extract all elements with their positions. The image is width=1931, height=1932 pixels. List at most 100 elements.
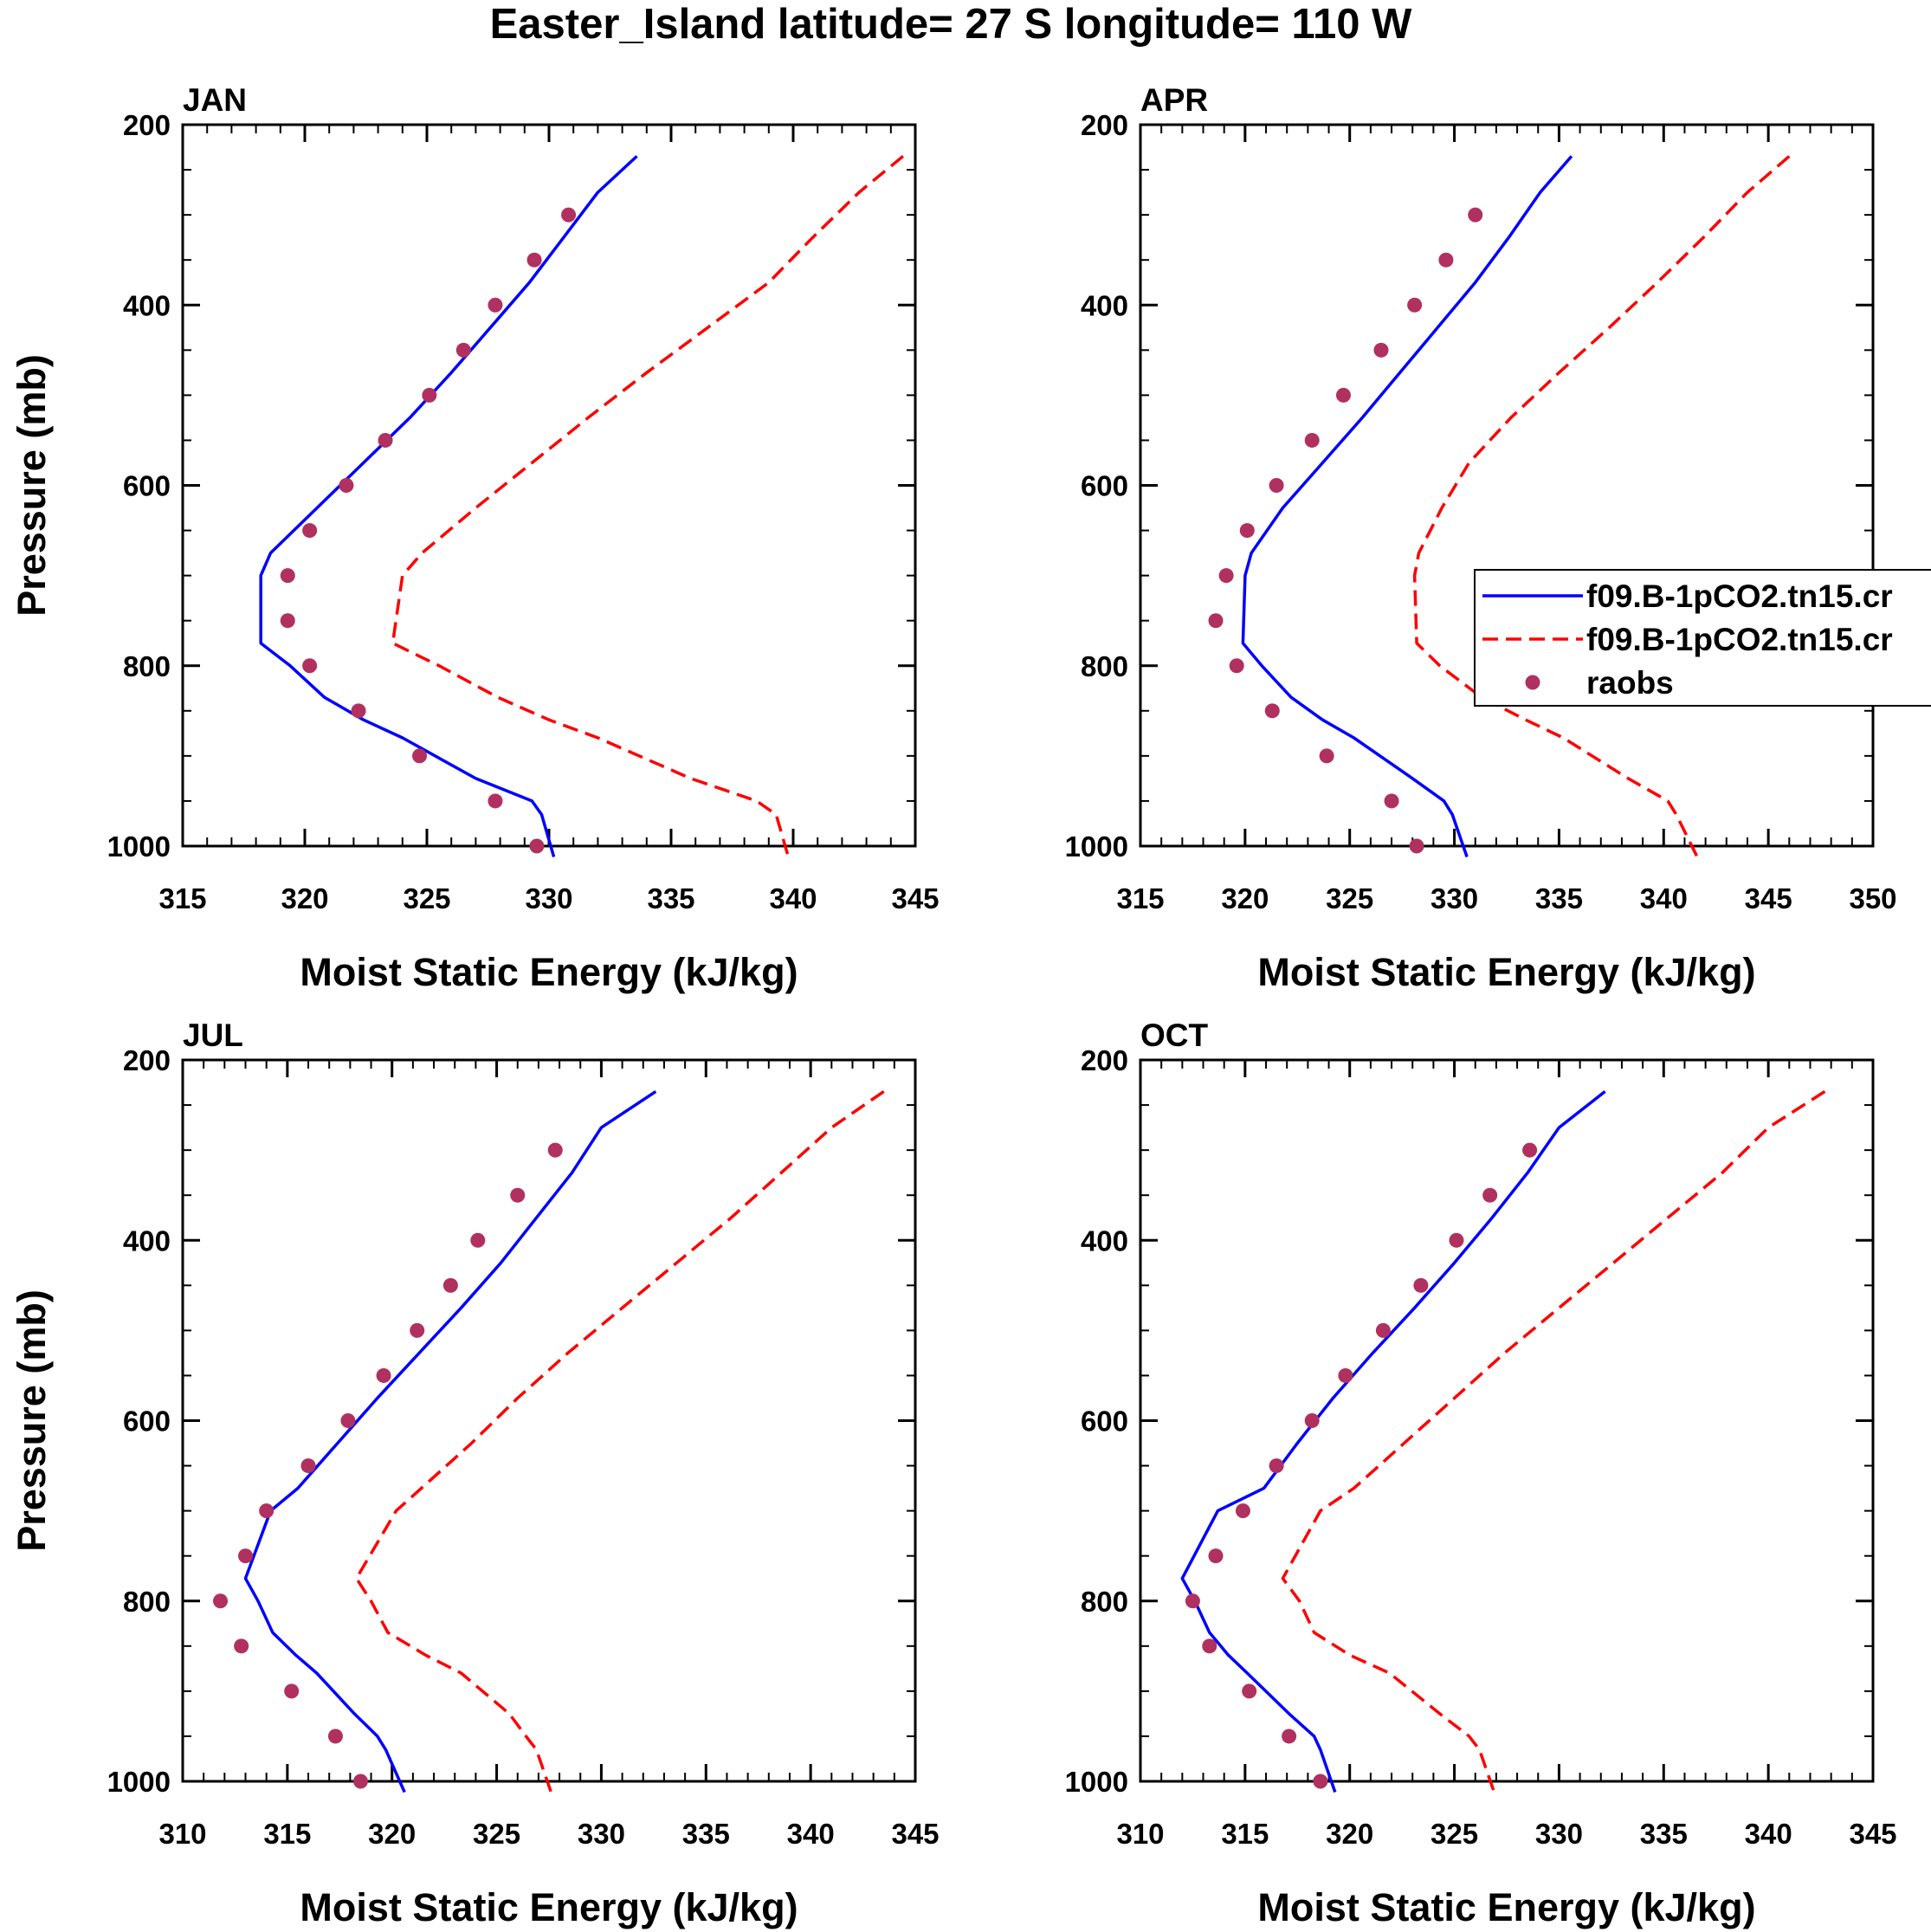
raobs-point — [1264, 703, 1280, 719]
y-tick-label: 600 — [1081, 470, 1128, 502]
x-axis-title: Moist Static Energy (kJ/kg) — [1257, 1885, 1755, 1929]
legend-marker-raobs — [1525, 675, 1540, 690]
series-model-solid-line — [1180, 1090, 1606, 1793]
raobs-point — [1468, 207, 1483, 223]
x-axis-title: Moist Static Energy (kJ/kg) — [300, 950, 798, 994]
raobs-point — [510, 1187, 526, 1203]
raobs-point — [351, 703, 366, 719]
x-tick-label: 310 — [158, 1818, 206, 1850]
y-tick-label: 200 — [123, 1044, 171, 1076]
y-tick-label: 200 — [1081, 109, 1128, 141]
raobs-point — [412, 748, 428, 764]
x-tick-label: 330 — [578, 1818, 625, 1850]
series-raobs — [1185, 1142, 1538, 1789]
raobs-point — [470, 1232, 486, 1248]
raobs-point — [234, 1638, 249, 1654]
x-tick-label: 330 — [1535, 1818, 1583, 1850]
panel-title: JUL — [183, 1018, 243, 1053]
raobs-point — [1239, 523, 1255, 539]
y-tick-label: 400 — [1081, 289, 1128, 321]
y-tick-label: 1000 — [1065, 1766, 1128, 1798]
x-tick-label: 330 — [1430, 882, 1478, 914]
x-tick-label: 315 — [158, 882, 206, 914]
raobs-point — [1185, 1593, 1200, 1609]
raobs-point — [1269, 478, 1284, 493]
plot-frame — [181, 1058, 917, 1783]
raobs-point — [339, 478, 354, 493]
raobs-point — [422, 387, 437, 403]
panel-jan: 315 320 325 330 335 340 345 200 400 600 800 1000 JAN… — [10, 82, 940, 994]
x-tick-label: 315 — [1116, 882, 1164, 914]
plot-frame — [1139, 123, 1875, 848]
x-tick-label: 345 — [1849, 1818, 1896, 1850]
y-tick-label: 400 — [1081, 1224, 1128, 1257]
legend-box — [1474, 569, 1931, 707]
legend: f09.B-1pCO2.tn15.cr f09.B-1pCO2.tn15.cr ra… — [1474, 569, 1931, 707]
raobs-point — [561, 207, 577, 223]
raobs-point — [1482, 1187, 1498, 1203]
series-raobs — [213, 1142, 563, 1789]
raobs-point — [238, 1548, 254, 1564]
y-tick-label: 800 — [123, 1586, 171, 1618]
legend-label: raobs — [1586, 665, 1674, 701]
x-tick-label: 340 — [769, 882, 817, 914]
raobs-point — [1242, 1683, 1257, 1699]
legend-label: f09.B-1pCO2.tn15.cr — [1586, 578, 1893, 614]
x-tick-label: 350 — [1849, 882, 1896, 914]
legend-label: f09.B-1pCO2.tn15.cr — [1586, 622, 1893, 657]
raobs-point — [1304, 432, 1320, 448]
raobs-point — [1335, 387, 1351, 403]
y-tick-label: 600 — [123, 470, 171, 502]
series-model-solid-line — [259, 155, 638, 857]
plot-frame — [1139, 1058, 1875, 1783]
raobs-point — [1375, 1322, 1391, 1338]
raobs-point — [300, 1458, 316, 1474]
raobs-point — [376, 1367, 391, 1383]
panel-title: APR — [1140, 82, 1208, 118]
x-tick-label: 320 — [281, 882, 328, 914]
raobs-point — [1373, 342, 1389, 358]
raobs-point — [340, 1413, 356, 1428]
panels: 315 320 325 330 335 340 345 200 400 600 800 1000 JAN… — [10, 82, 1897, 1929]
raobs-point — [280, 613, 295, 629]
panel-title: JAN — [183, 82, 247, 118]
y-axis-title: Pressure (mb) — [10, 1289, 54, 1552]
y-tick-label: 1000 — [107, 830, 171, 863]
raobs-point — [378, 432, 393, 448]
raobs-point — [526, 252, 542, 268]
y-tick-label: 600 — [123, 1405, 171, 1438]
x-tick-label: 335 — [647, 882, 694, 914]
panel-apr: 315 320 325 330 335 340 345 350 200 400 600 800 1000… — [1065, 82, 1897, 994]
y-tick-label: 1000 — [1065, 830, 1128, 863]
x-tick-label: 340 — [1745, 1818, 1792, 1850]
series-raobs — [1208, 207, 1483, 854]
series-model-solid-line — [243, 1089, 657, 1793]
x-axis-title: Moist Static Energy (kJ/kg) — [1257, 950, 1755, 994]
x-axis-title: Moist Static Energy (kJ/kg) — [300, 1885, 798, 1929]
y-tick-label: 800 — [1081, 650, 1128, 682]
raobs-point — [1202, 1638, 1217, 1654]
y-tick-label: 800 — [1081, 1586, 1128, 1618]
raobs-point — [547, 1142, 563, 1158]
raobs-point — [1313, 1774, 1328, 1789]
plot-frame — [181, 123, 917, 848]
raobs-point — [302, 658, 318, 674]
panel-oct: 310 315 320 325 330 335 340 345 200 400 600 800 1000… — [1065, 1018, 1897, 1929]
x-tick-label: 315 — [1221, 1818, 1269, 1850]
raobs-point — [1449, 1232, 1464, 1248]
x-tick-label: 335 — [1640, 1818, 1688, 1850]
raobs-point — [352, 1774, 368, 1789]
series-model-dashed-line — [1412, 155, 1791, 858]
panel-jul: 310 315 320 325 330 335 340 345 200 400 600 800 1000… — [10, 1018, 940, 1929]
y-tick-label: 1000 — [107, 1766, 171, 1798]
raobs-point — [529, 838, 545, 854]
x-tick-label: 330 — [525, 882, 572, 914]
x-tick-label: 335 — [682, 1818, 730, 1850]
raobs-point — [1218, 568, 1234, 584]
x-tick-label: 345 — [891, 882, 939, 914]
series-model-dashed-line — [354, 1089, 885, 1793]
series-raobs — [280, 207, 577, 854]
raobs-point — [1413, 1277, 1429, 1293]
y-tick-label: 400 — [123, 289, 171, 321]
